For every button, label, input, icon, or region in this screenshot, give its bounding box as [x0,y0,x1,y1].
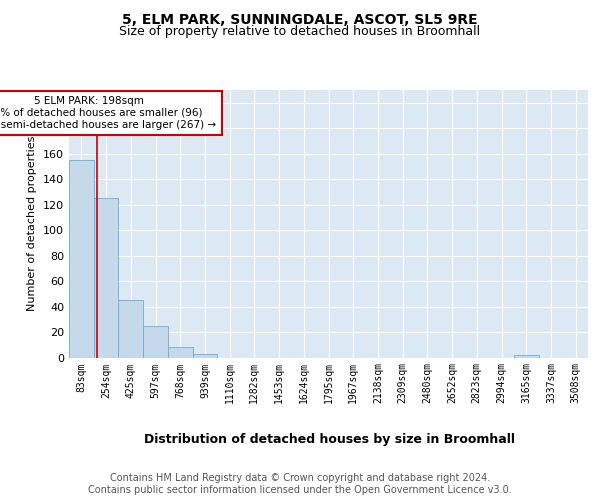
Bar [143,326,168,358]
Bar [69,160,94,358]
Bar [514,355,539,358]
Bar [168,348,193,358]
Bar [118,300,143,358]
Text: Contains HM Land Registry data © Crown copyright and database right 2024.
Contai: Contains HM Land Registry data © Crown c… [88,474,512,495]
Bar [94,198,118,358]
Text: 5 ELM PARK: 198sqm
← 26% of detached houses are smaller (96)
73% of semi-detache: 5 ELM PARK: 198sqm ← 26% of detached hou… [0,96,217,130]
Y-axis label: Number of detached properties: Number of detached properties [28,136,37,312]
Text: Distribution of detached houses by size in Broomhall: Distribution of detached houses by size … [145,432,515,446]
Bar [193,354,217,358]
Text: 5, ELM PARK, SUNNINGDALE, ASCOT, SL5 9RE: 5, ELM PARK, SUNNINGDALE, ASCOT, SL5 9RE [122,12,478,26]
Text: Size of property relative to detached houses in Broomhall: Size of property relative to detached ho… [119,25,481,38]
